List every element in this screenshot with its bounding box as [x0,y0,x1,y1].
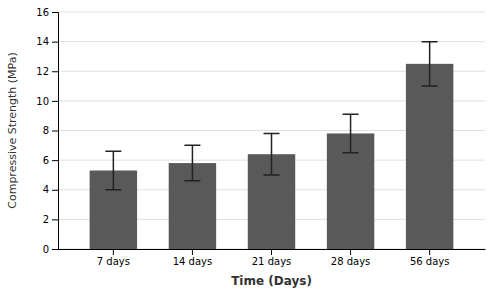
tick-mark [271,249,272,255]
grid-line [58,12,485,13]
tick-mark [52,101,58,102]
tick-label: 56 days [410,256,450,267]
grid [58,12,485,249]
tick: 16 [36,7,58,18]
tick-mark [113,249,114,255]
tick-mark [52,71,58,72]
tick: 2 [43,214,58,225]
tick-mark [52,249,58,250]
tick: 12 [36,66,58,77]
x-axis: 7 days 14 days 21 days 28 days 56 days [59,249,486,267]
tick: 0 [43,244,58,255]
tick: 14 days [173,249,213,267]
chart: 0 2 4 6 8 10 12 14 16 7 days 14 days 21 days 28 days… [0,0,500,295]
tick-label: 6 [43,155,49,166]
tick-mark [52,12,58,13]
tick-label: 7 days [97,256,130,267]
y-axis-title: Compressive Strength (MPa) [6,52,19,208]
tick-mark [52,219,58,220]
tick-label: 0 [43,244,49,255]
bar [406,64,453,249]
tick: 8 [43,125,58,136]
tick: 10 [36,96,58,107]
error-bar [343,114,359,153]
tick: 28 days [331,249,371,267]
tick: 14 [36,36,58,47]
tick-label: 8 [43,125,49,136]
error-bar [264,133,280,174]
tick-label: 4 [43,184,49,195]
axis-line [52,13,59,250]
error-bar [422,42,438,86]
tick-label: 12 [36,66,49,77]
tick: 4 [43,184,58,195]
y-axis: 0 2 4 6 8 10 12 14 16 [36,7,58,255]
tick-label: 10 [36,96,49,107]
tick-mark [429,249,430,255]
tick: 56 days [410,249,450,267]
tick-label: 28 days [331,256,371,267]
tick-mark [52,160,58,161]
tick-label: 2 [43,214,49,225]
tick-mark [52,42,58,43]
tick-mark [52,131,58,132]
tick: 21 days [252,249,292,267]
plot-area [90,42,454,249]
grid-line [58,41,485,42]
tick-label: 16 [36,7,49,18]
tick: 6 [43,155,58,166]
tick-mark [350,249,351,255]
tick-label: 14 days [173,256,213,267]
tick-label: 14 [36,36,49,47]
error-bar [105,151,121,190]
x-axis-title: Time (Days) [231,274,312,288]
tick-mark [192,249,193,255]
tick-label: 21 days [252,256,292,267]
tick-mark [52,190,58,191]
tick: 7 days [97,249,130,267]
error-bar [184,145,200,181]
